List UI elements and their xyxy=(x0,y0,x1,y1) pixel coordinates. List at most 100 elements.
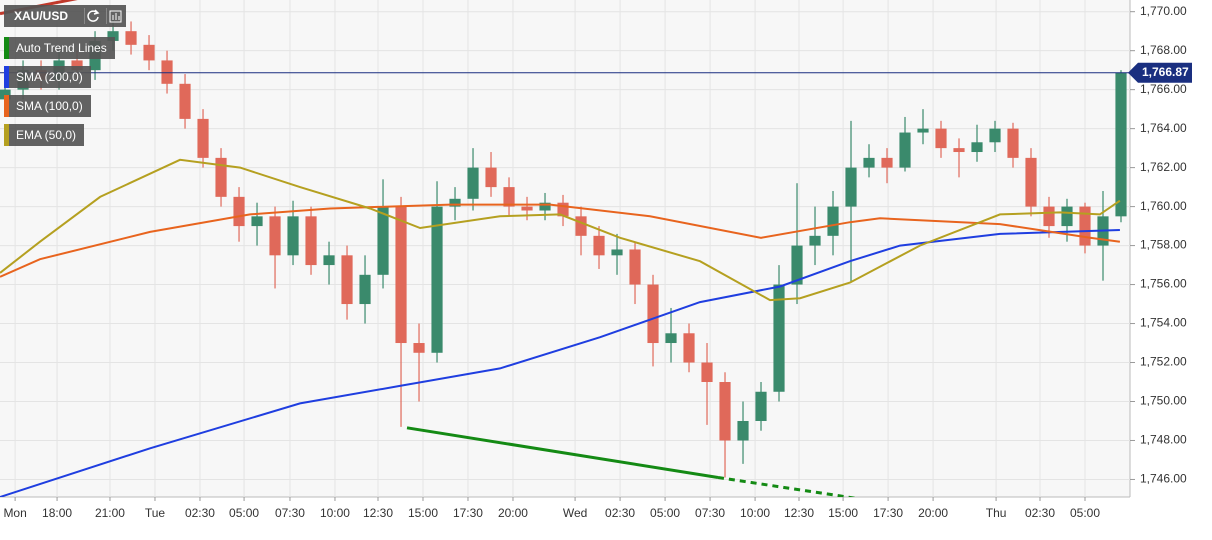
legend-swatch xyxy=(4,124,9,146)
candle-body xyxy=(377,206,389,275)
candle-body xyxy=(647,284,659,344)
refresh-icon[interactable] xyxy=(84,8,101,24)
legend-swatch xyxy=(4,66,9,88)
candle-body xyxy=(413,343,425,353)
y-tick-label: 1,752.00 xyxy=(1140,355,1187,369)
legend-entry[interactable]: SMA (100,0) xyxy=(4,95,91,117)
candle-body xyxy=(773,284,785,392)
candle-body xyxy=(791,245,803,285)
candle-body xyxy=(215,157,227,197)
y-tick-label: 1,754.00 xyxy=(1140,316,1187,330)
last-price-tag xyxy=(1128,62,1192,83)
axes: 1,746.00 1,748.00 1,750.00 1,752.00 1,754.00… xyxy=(3,4,1192,520)
y-tick-label: 1,768.00 xyxy=(1140,43,1187,57)
candle-body xyxy=(341,255,353,305)
y-tick-label: 1,756.00 xyxy=(1140,277,1187,291)
x-tick-label: 02:30 xyxy=(1025,506,1055,520)
candle-body xyxy=(989,128,1001,143)
y-tick-label: 1,746.00 xyxy=(1140,472,1187,486)
x-tick-label: 05:00 xyxy=(650,506,680,520)
x-tick-label: 05:00 xyxy=(1070,506,1100,520)
candle-body xyxy=(161,60,173,84)
candle-body xyxy=(953,148,965,153)
candle-body xyxy=(359,274,371,305)
candle-body xyxy=(1025,157,1037,207)
candle-body xyxy=(1007,128,1019,158)
candle-body xyxy=(143,44,155,61)
candle-body xyxy=(737,420,749,441)
candle-body xyxy=(629,249,641,285)
candle-body xyxy=(125,31,137,45)
candle-body xyxy=(251,216,263,227)
trend-line xyxy=(406,426,719,479)
legend-swatch xyxy=(4,95,9,117)
candle-body xyxy=(1043,206,1055,227)
legend-entry[interactable]: Auto Trend Lines xyxy=(4,37,115,59)
candle-body xyxy=(287,216,299,256)
candle-body xyxy=(467,167,479,199)
legend-entry[interactable]: SMA (200,0) xyxy=(4,66,91,88)
indicator-line xyxy=(0,158,1121,302)
plot-background xyxy=(0,0,1130,497)
x-tick-label: 17:30 xyxy=(873,506,903,520)
candle-body xyxy=(269,216,281,256)
candle-body xyxy=(593,235,605,256)
x-tick-label: 21:00 xyxy=(95,506,125,520)
x-tick-label: 17:30 xyxy=(453,506,483,520)
x-tick-label: 05:00 xyxy=(229,506,259,520)
x-tick-label: Tue xyxy=(145,506,166,520)
x-tick-label: Mon xyxy=(3,506,26,520)
candle-body xyxy=(1115,72,1127,217)
y-tick-label: 1,762.00 xyxy=(1140,160,1187,174)
candle-body xyxy=(881,157,893,168)
trend-line xyxy=(717,476,858,497)
candle-body xyxy=(755,391,767,421)
symbol-label[interactable]: XAU/USD xyxy=(4,5,127,27)
x-tick-label: 10:00 xyxy=(740,506,770,520)
chart-type-icon[interactable] xyxy=(106,8,123,24)
y-tick-label: 1,760.00 xyxy=(1140,199,1187,213)
x-tick-label: 12:30 xyxy=(784,506,814,520)
candle-body xyxy=(845,167,857,207)
x-tick-label: 02:30 xyxy=(185,506,215,520)
candle-body xyxy=(575,216,587,236)
y-tick-label: 1,770.00 xyxy=(1140,4,1187,18)
candle-body xyxy=(305,216,317,266)
legend-swatch xyxy=(4,37,9,59)
x-tick-label: 20:00 xyxy=(498,506,528,520)
y-tick-label: 1,764.00 xyxy=(1140,121,1187,135)
x-tick-label: 15:00 xyxy=(408,506,438,520)
candle-body xyxy=(233,196,245,227)
candle-body xyxy=(323,255,335,266)
chart-type-glyph xyxy=(109,10,122,23)
y-tick-label: 1,750.00 xyxy=(1140,394,1187,408)
candle-body xyxy=(1079,206,1091,246)
legend-label: Auto Trend Lines xyxy=(16,41,107,55)
legend-label: SMA (100,0) xyxy=(16,99,83,113)
plot-area xyxy=(0,0,1130,497)
candle-body xyxy=(1061,206,1073,227)
candle-body xyxy=(503,187,515,207)
candle-body xyxy=(539,202,551,211)
x-tick-label: 07:30 xyxy=(275,506,305,520)
x-tick-label: 07:30 xyxy=(695,506,725,520)
candle-body xyxy=(935,128,947,149)
candle-body xyxy=(557,202,569,217)
candle-body xyxy=(485,167,497,188)
candle-body xyxy=(431,206,443,353)
symbol-text: XAU/USD xyxy=(14,9,69,23)
legend-label: SMA (200,0) xyxy=(16,70,83,84)
candle-body xyxy=(71,60,83,71)
candle-body xyxy=(827,206,839,236)
candle-body xyxy=(521,206,533,211)
legend-entry[interactable]: EMA (50,0) xyxy=(4,124,85,146)
candle-body xyxy=(395,206,407,344)
x-tick-label: Thu xyxy=(986,506,1007,520)
refresh-glyph xyxy=(87,9,100,22)
candle-body xyxy=(971,142,983,153)
candle-body xyxy=(179,83,191,119)
y-tick-label: 1,748.00 xyxy=(1140,433,1187,447)
candle-body xyxy=(701,362,713,383)
candle-body xyxy=(899,132,911,168)
